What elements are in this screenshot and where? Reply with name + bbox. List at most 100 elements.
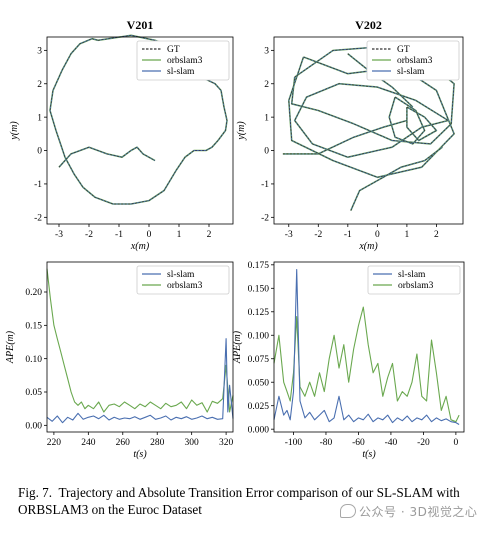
ape2-ytick-label: 0.175 [248,261,270,271]
ape1-xtick-label: 260 [116,438,131,448]
ape1-ytick-label: 0.05 [25,388,42,398]
v201-gt-line-branch [58,146,156,168]
ape2-xtick-label: -80 [320,438,333,448]
v202-ylabel: y(m) [236,121,247,141]
v202-slslam-line-loop-2 [294,83,449,158]
v201-xtick-label: -3 [55,230,63,240]
v201-legend-label-sl-slam: sl-slam [167,67,195,77]
ape1-ytick-label: 0.00 [25,422,42,432]
ape2-xlabel: t(s) [362,449,376,460]
plot-ape-v201: 220 240 260 280 300 320 0.00 0.05 0.10 0.15 0.20 t(… [5,261,234,460]
v201-legend-label-orbslam3: orbslam3 [167,56,203,66]
v201-frame [46,36,234,225]
ape1-xtick-label: 300 [185,438,200,448]
v202-gt-line-loop-3 [388,96,426,145]
v202-xtick-label: 1 [405,230,410,240]
ape2-xtick-label: 0 [454,438,459,448]
v202-legend-label-GT: GT [397,45,410,55]
v202-gt-line-loop-1 [288,56,455,178]
ape1-xtick-label: 280 [150,438,165,448]
plot-ape-v202: -100 -80 -60 -40 -20 0 0.000 0.025 0.050 0.075 0.1… [232,261,465,460]
v201-xtick-label: -1 [115,230,123,240]
v202-title: V202 [355,18,382,32]
ape2-ytick-label: 0.050 [248,378,270,388]
ape2-xtick-label: -40 [385,438,398,448]
ape1-ylabel: APE(m) [5,330,16,364]
ape1-legend-box [136,265,230,295]
v202-xtick-label: -2 [314,230,322,240]
ape1-ytick-label: 0.10 [25,355,42,365]
plot-v202-trajectory: V202 -3 -2 -1 0 1 2 -2 -1 0 1 2 3 x(m) y(m) GTorbslam3s… [236,18,464,252]
ape1-frame [46,261,234,433]
ape2-ytick-label: 0.125 [248,308,270,318]
ape1-ytick-label: 0.15 [25,322,42,332]
v202-legend-label-orbslam3: orbslam3 [397,56,433,66]
caption-text: Trajectory and Absolute Transition Error… [18,485,460,517]
v201-ytick-label: 0 [37,147,42,157]
ape1-orbslam3-line [46,268,234,413]
ape2-xtick-label: -20 [417,438,430,448]
v202-xtick-label: 0 [375,230,380,240]
v202-ytick-label: -1 [261,180,269,190]
v201-ytick-label: 1 [37,113,42,123]
v202-gt-line-loop-6 [282,120,407,155]
v202-frame [273,36,464,225]
v202-ytick-label: 1 [264,113,269,123]
ape1-ytick-label: 0.20 [25,288,42,298]
v201-xtick-label: 1 [177,230,182,240]
v202-xlabel: x(m) [358,241,378,252]
v202-orbslam3-line-loop-5 [350,146,443,211]
v202-ytick-label: 0 [264,147,269,157]
ape2-ylabel: APE(m) [232,330,243,364]
v201-ytick-label: -2 [34,214,42,224]
ape2-legend-box [367,265,461,295]
v201-xtick-label: -2 [85,230,93,240]
v201-ylabel: y(m) [9,121,20,141]
v201-xlabel: x(m) [130,241,150,252]
v202-ytick-label: 2 [264,80,269,90]
ape2-ytick-label: 0.025 [248,402,270,412]
v202-xtick-label: -3 [285,230,293,240]
ape2-ytick-label: 0.100 [248,331,270,341]
watermark-text: 公众号 · 3D视觉之心 [359,505,478,519]
ape2-ytick-label: 0.150 [248,284,270,294]
v201-legend-label-GT: GT [167,45,180,55]
caption-label: Fig. 7. [18,485,53,500]
v202-legend-box [366,40,460,81]
v201-ytick-label: 3 [37,47,42,57]
ape2-legend-label-orbslam3: orbslam3 [398,281,434,291]
plot-v201-trajectory: V201 -3 -2 -1 0 1 2 -2 -1 0 1 2 3 x(m) y(m) GTorbslam3s… [9,18,234,252]
figure-caption: Fig. 7. Trajectory and Absolute Transiti… [18,484,488,518]
v201-xtick-label: 0 [147,230,152,240]
v202-xtick-label: -1 [344,230,352,240]
figure: V201-3 -2 -1 0 1 2-2-10123x(m)y(m)GTorbslam3s… [5,18,465,460]
v202-slslam-line-loop-4 [406,106,437,141]
v202-gt-line-loop-5 [350,146,443,211]
ape2-ytick-label: 0.075 [248,355,270,365]
ape2-sl-slam-line [273,268,460,425]
ape1-xlabel: t(s) [133,449,147,460]
ape2-frame [273,261,465,433]
ape2-xtick-label: -100 [285,438,303,448]
v202-ytick-label: 3 [264,47,269,57]
v201-ytick-label: 2 [37,80,42,90]
v201-ytick-label: -1 [34,180,42,190]
ape2-ytick-label: 0.000 [248,425,270,435]
v202-gt-line-loop-2 [294,83,450,158]
v201-title: V201 [127,18,154,32]
ape2-xtick-label: -60 [352,438,365,448]
v201-legend-box [136,40,230,81]
v202-legend-label-sl-slam: sl-slam [397,67,425,77]
v201-xtick-label: 2 [207,230,212,240]
ape1-sl-slam-line [46,338,234,424]
v201-orbslam3-line-branch [58,146,156,168]
ape1-legend-label-orbslam3: orbslam3 [167,281,203,291]
v202-slslam-line-loop-6 [282,120,408,155]
v202-ytick-label: -2 [261,214,269,224]
watermark: 公众号 · 3D视觉之心 [340,503,477,520]
v202-xtick-label: 2 [434,230,439,240]
ape1-legend-label-sl-slam: sl-slam [167,270,195,280]
ape2-legend-label-sl-slam: sl-slam [398,270,426,280]
ape1-xtick-label: 220 [47,438,62,448]
ape1-xtick-label: 320 [219,438,234,448]
